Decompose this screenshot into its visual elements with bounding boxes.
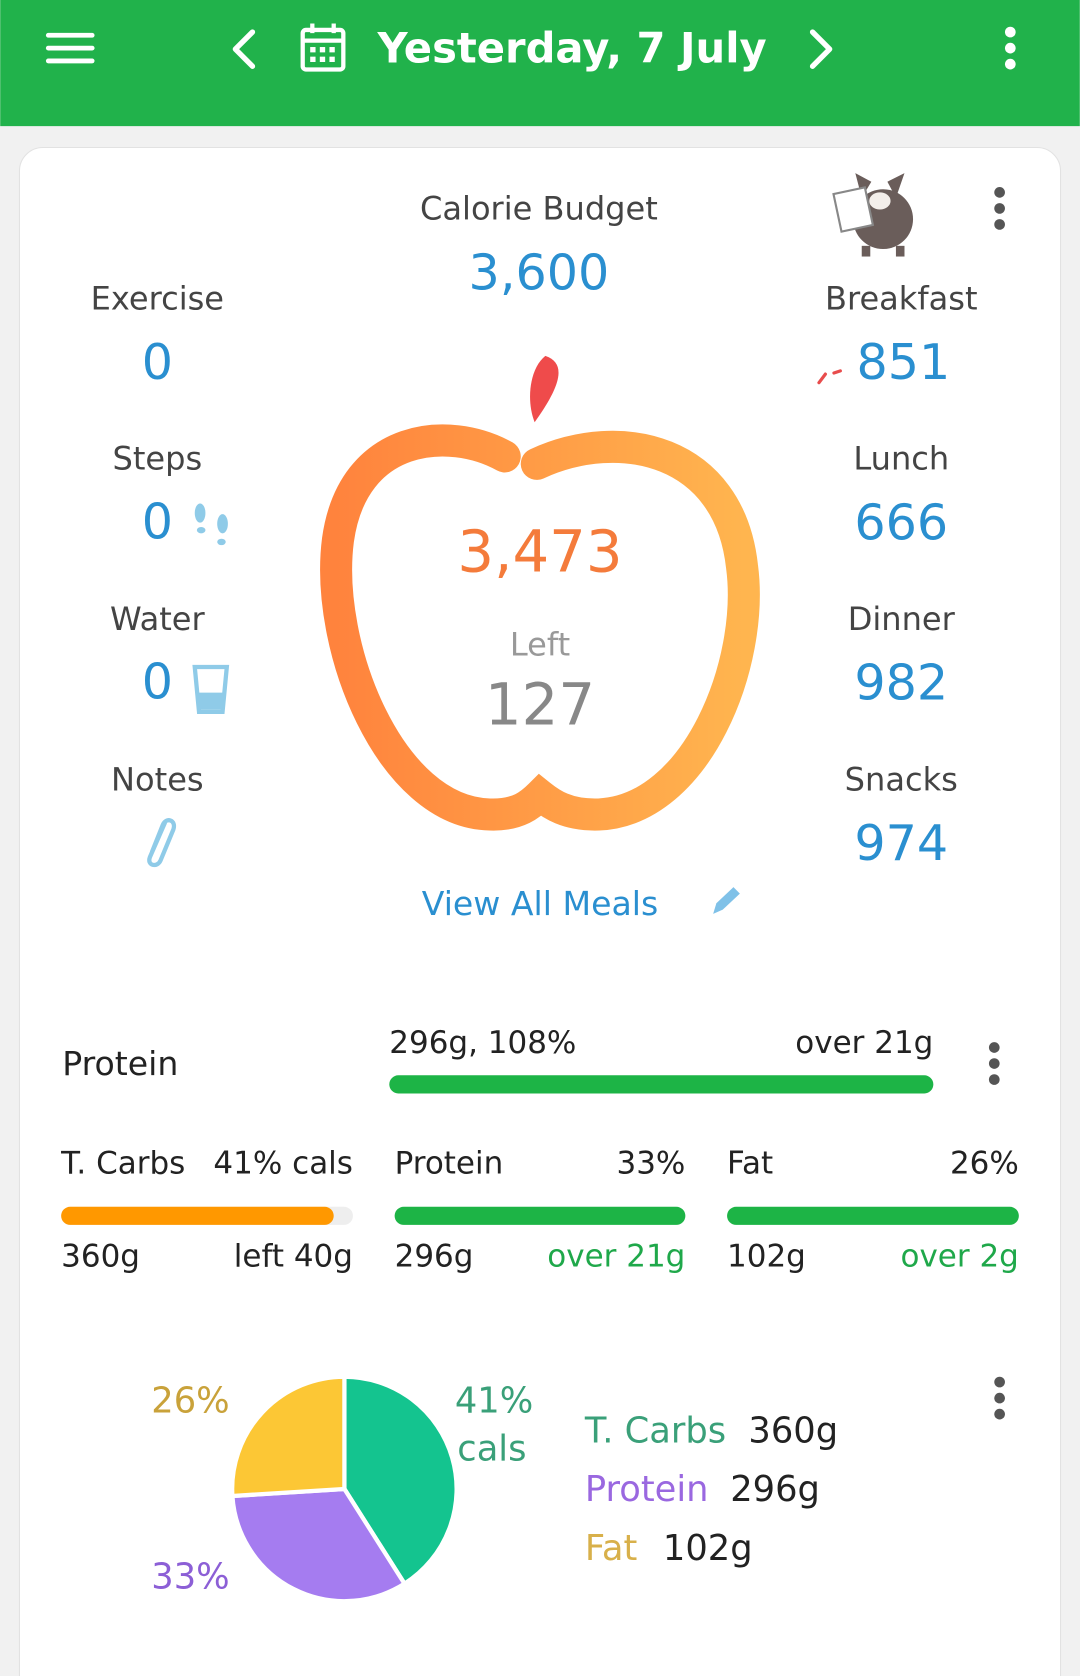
pie-menu[interactable]	[994, 1376, 1005, 1420]
goal-amount: 296g, 108%	[389, 1025, 576, 1061]
legend-grams: 360g	[748, 1410, 838, 1451]
macro-status: left 40g	[234, 1239, 353, 1275]
pie-label: 33%	[151, 1557, 229, 1598]
summary-card	[18, 146, 1062, 1676]
macro-bar	[61, 1206, 334, 1225]
macro-grams: 360g	[61, 1239, 140, 1275]
macro-bar	[394, 1206, 686, 1225]
pie-label-note: cals	[457, 1428, 526, 1469]
macro-name: T. Carbs	[60, 1146, 185, 1182]
legend-grams: 102g	[663, 1528, 753, 1569]
macro-grams: 296g	[395, 1239, 474, 1275]
macro-name: Protein	[395, 1146, 504, 1182]
legend-grams: 296g	[730, 1469, 820, 1510]
steps-icon	[194, 503, 228, 546]
budget-value: 3,600	[469, 243, 610, 301]
legend-name: Fat	[585, 1528, 638, 1569]
macro-percent: 33%	[616, 1146, 685, 1182]
overflow-menu[interactable]	[1004, 26, 1016, 70]
water-icon	[192, 664, 230, 715]
menu-button[interactable]	[45, 32, 95, 64]
goal-menu[interactable]	[988, 1042, 1000, 1085]
meal-value[interactable]: 974	[854, 814, 948, 872]
edit-icon[interactable]	[713, 887, 740, 914]
pie-label: 41%	[455, 1380, 533, 1421]
meal-label: Dinner	[848, 600, 956, 638]
stat-value[interactable]: 0	[142, 653, 173, 711]
left-value: 127	[485, 670, 595, 738]
stat-label: Steps	[113, 440, 203, 478]
date-title[interactable]: Yesterday, 7 July	[376, 23, 766, 72]
goal-status: over 21g	[795, 1025, 933, 1061]
macro-pie	[230, 1374, 459, 1604]
stat-label: Notes	[111, 760, 204, 798]
meal-label: Snacks	[845, 760, 958, 798]
calendar-button[interactable]	[300, 23, 346, 72]
legend-name: Protein	[585, 1469, 709, 1510]
macro-bar	[727, 1206, 1019, 1225]
meal-value[interactable]: 851	[857, 333, 951, 391]
goal-label: Protein	[62, 1044, 178, 1083]
stat-label: Water	[110, 600, 206, 638]
macro-percent: 26%	[950, 1146, 1019, 1182]
stat-label: Exercise	[91, 279, 224, 317]
prev-day[interactable]	[232, 29, 256, 69]
pie-label: 26%	[151, 1380, 229, 1421]
meal-value[interactable]: 982	[854, 654, 948, 712]
meal-label: Lunch	[853, 440, 949, 478]
macro-percent: 41% cals	[213, 1146, 353, 1182]
stat-value[interactable]: 0	[142, 492, 173, 550]
dog-icon	[832, 173, 914, 257]
next-day[interactable]	[809, 29, 833, 69]
macro-name: Fat	[727, 1146, 773, 1182]
consumed-value: 3,473	[457, 517, 622, 585]
stat-value[interactable]: 0	[142, 333, 173, 391]
pie-slice	[230, 1486, 408, 1604]
apple-leaf	[530, 355, 559, 423]
left-label: Left	[510, 626, 570, 664]
meal-value[interactable]: 666	[854, 493, 948, 551]
macro-grams: 102g	[727, 1239, 806, 1275]
app-bar	[0, 0, 1080, 127]
view-all-meals[interactable]: View All Meals	[422, 884, 658, 923]
goal-bar	[389, 1075, 934, 1094]
card-menu[interactable]	[994, 187, 1005, 230]
legend-name: T. Carbs	[584, 1410, 726, 1451]
budget-label: Calorie Budget	[420, 190, 658, 228]
calorie-apple	[320, 424, 760, 831]
macro-status: over 21g	[547, 1239, 685, 1275]
notes-icon[interactable]	[147, 818, 177, 868]
macro-status: over 2g	[901, 1239, 1019, 1275]
meal-label: Breakfast	[825, 279, 978, 317]
pie-slice	[230, 1374, 347, 1499]
meal-decoration	[817, 369, 842, 385]
